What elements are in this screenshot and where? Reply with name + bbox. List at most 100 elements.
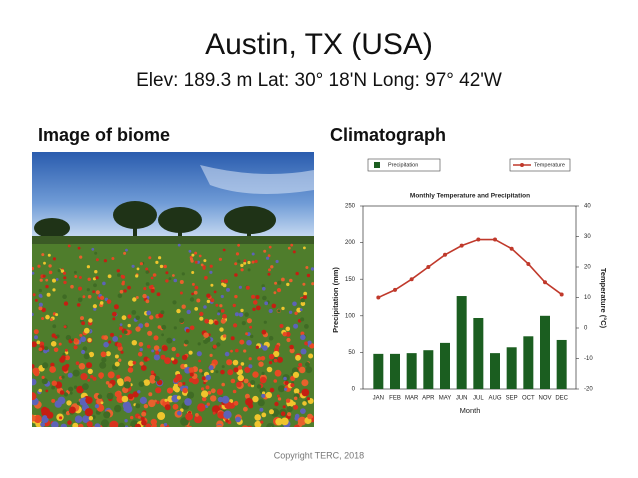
flower [284,380,289,386]
flower [149,374,156,381]
flower [221,395,230,404]
flower [251,294,256,299]
bar [406,353,417,389]
flower [293,396,298,401]
flower [237,259,241,263]
flower [124,405,133,413]
flower [310,267,314,271]
flower [55,313,59,317]
flower [38,388,42,393]
flower [264,301,269,306]
flower [293,404,299,410]
flower [225,419,229,423]
flower [188,377,194,383]
flower [80,398,85,403]
right-heading: Climatograph [330,125,446,145]
flower [113,304,119,310]
flower [42,274,46,278]
flower [58,342,62,346]
flower [199,311,204,317]
flower [304,324,309,329]
flower [250,380,256,385]
flower [252,395,259,403]
flower [101,357,107,363]
x-tick-label: FEB [389,396,401,402]
flower [215,303,219,307]
flower [81,349,86,355]
flower [213,290,217,294]
flower [149,315,154,320]
flower [125,248,128,252]
flower [139,262,143,266]
flowers [32,243,314,427]
flower [236,381,242,388]
flower [292,250,296,254]
flower [60,355,66,361]
flower [197,403,206,412]
flower [208,319,214,325]
flower [163,422,168,427]
flower [120,350,124,354]
flower [140,416,145,421]
flower [303,246,306,250]
flower [32,312,34,317]
flower [216,424,223,427]
flower [52,324,57,329]
flower [191,282,195,286]
flower [202,266,206,270]
flower [114,354,119,359]
flower [87,368,93,374]
flower [287,246,291,250]
flower [235,348,239,353]
flower [194,251,198,255]
flower [136,267,140,271]
flower [162,345,168,352]
flower [261,371,265,375]
flower [33,414,42,424]
flower [172,403,179,410]
flower [38,302,44,307]
flower [145,423,152,427]
flower [277,397,282,401]
line-point [526,261,531,266]
flower [230,378,236,384]
legend-swatch-dot [520,163,524,167]
flower [153,335,159,341]
flower [119,289,124,294]
flower [270,265,274,269]
flower [33,329,39,335]
flower [153,354,160,361]
flower [79,333,83,337]
flower [247,260,251,265]
flower [116,374,121,379]
flower [34,335,38,340]
flower [257,356,262,361]
flower [262,345,268,351]
flower [145,299,150,304]
flower [107,274,112,279]
flower [173,326,177,330]
flower [103,341,109,348]
y-tick-label: 0 [352,387,356,393]
flower [121,395,129,403]
flower [150,288,155,293]
flower [135,403,141,409]
flower [205,385,210,390]
line-point [559,292,564,297]
flower [158,256,162,260]
flower [154,375,160,382]
flower [224,279,228,284]
flower [161,324,167,330]
flower [307,340,312,345]
y-tick-label: 150 [345,277,356,283]
flower [161,333,165,337]
flower [105,351,111,357]
flower [127,367,134,373]
line-point [493,237,497,242]
flower [292,401,296,406]
flower [39,278,43,282]
flower [268,245,272,249]
flower [276,394,280,398]
flower [54,400,62,408]
flower [189,372,194,377]
